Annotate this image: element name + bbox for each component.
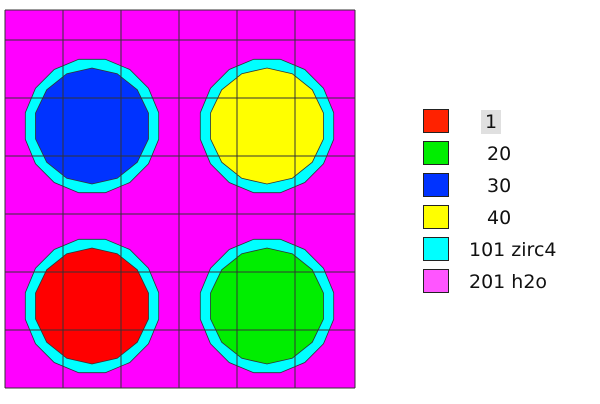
fuel-pin-30 (24, 58, 160, 194)
legend-item: 101 zirc4 (419, 236, 589, 268)
legend-label: 101 zirc4 (469, 239, 557, 261)
fuel-pin-40 (199, 58, 335, 194)
legend-swatch (423, 269, 449, 293)
fuel-region (210, 247, 324, 365)
legend-swatch (423, 205, 449, 229)
fuel-pin-20 (199, 238, 335, 374)
legend-label: 1 (481, 110, 502, 134)
legend-item: 30 (419, 172, 589, 204)
legend-swatch (423, 173, 449, 197)
fuel-region (35, 247, 149, 365)
fuel-pin-1 (24, 238, 160, 374)
legend-label: 30 (487, 175, 512, 197)
legend-item: 20 (419, 140, 589, 172)
legend-item: 40 (419, 204, 589, 236)
legend-swatch (423, 109, 449, 133)
mesh-grid-overlay (4, 9, 356, 389)
legend-label: 201 h2o (469, 271, 548, 293)
fuel-region (35, 67, 149, 185)
legend-swatch (423, 141, 449, 165)
legend-item: 201 h2o (419, 268, 589, 300)
legend-item: 1 (419, 108, 589, 140)
fuel-region (210, 67, 324, 185)
legend-label: 40 (487, 207, 512, 229)
legend-label: 20 (487, 143, 512, 165)
fuel-pins (24, 58, 335, 374)
legend-swatch (423, 237, 449, 261)
